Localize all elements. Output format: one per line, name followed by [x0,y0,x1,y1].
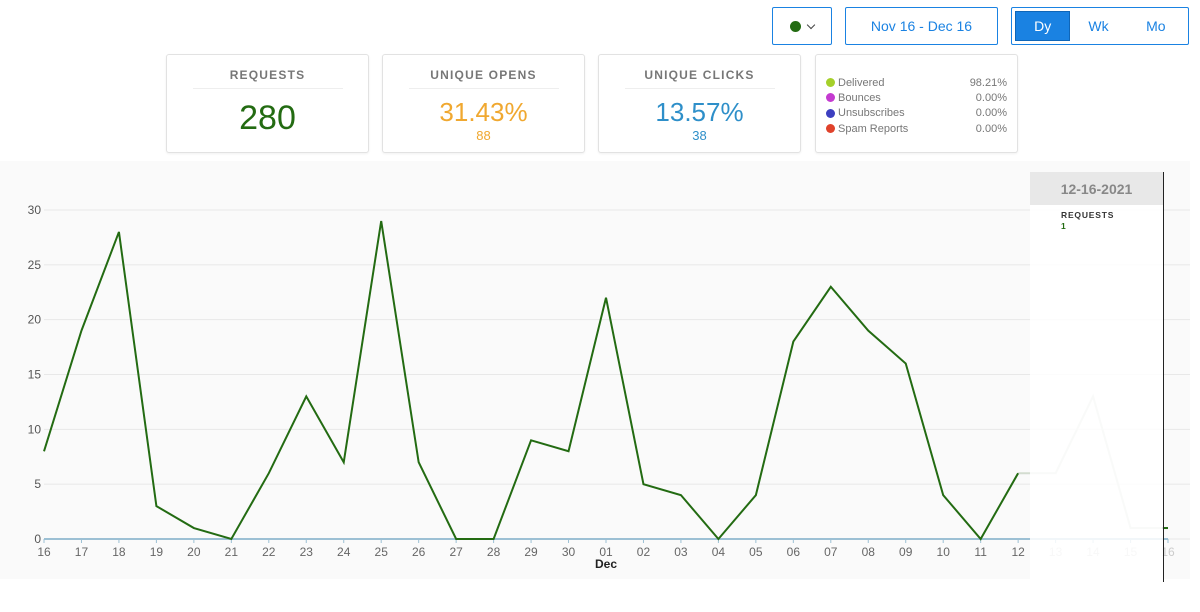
x-tick-label: 09 [899,545,913,559]
hover-tooltip: 12-16-2021 REQUESTS 1 [1030,172,1164,582]
x-tick-label: 07 [824,545,838,559]
x-tick-label: 16 [1161,545,1175,559]
x-tick-label: 30 [562,545,576,559]
series-line [43,220,1020,541]
tooltip-metric: REQUESTS [1061,210,1115,220]
tooltip-value: 1 [1061,221,1066,231]
x-tick-label: 05 [749,545,763,559]
period-day-button[interactable]: Dy [1015,11,1071,41]
unique-opens-count: 88 [476,128,491,143]
x-tick-label: 20 [187,545,201,559]
unsubscribes-dot-icon [826,108,835,118]
x-tick-label: 02 [637,545,651,559]
requests-chart[interactable]: 0 5 10 15 20 25 30 16 17 18 19 20 21 22 23 24 25 26 27 28 29… [0,161,1190,579]
period-week-button[interactable]: Wk [1088,18,1109,34]
x-tick-label: 01 [599,545,613,559]
x-tick-label: 25 [375,545,389,559]
legend-spam-reports: Spam Reports 0.00% [826,121,1007,136]
period-month-button[interactable]: Mo [1146,18,1166,34]
x-tick-label: 12 [1011,545,1025,559]
unique-opens-label: UNIQUE OPENS [430,68,537,82]
x-tick-label: 04 [712,545,726,559]
spam-reports-dot-icon [826,124,835,134]
y-tick-label: 10 [28,422,42,436]
x-tick-label: 21 [225,545,239,559]
legend-unsubscribes: Unsubscribes 0.00% [826,106,1007,121]
chevron-down-icon [806,20,816,29]
requests-label: REQUESTS [229,68,306,82]
unique-clicks-card: UNIQUE CLICKS 13.57% 38 [598,54,801,153]
color-dot-icon [790,20,801,32]
requests-card: REQUESTS 280 [166,54,369,153]
unique-clicks-count: 38 [692,128,707,143]
unique-clicks-label: UNIQUE CLICKS [644,68,755,82]
x-tick-label: 28 [487,545,501,559]
x-tick-label: 10 [937,545,951,559]
requests-value: 280 [239,99,296,137]
x-tick-label: 23 [300,545,314,559]
color-dropdown[interactable] [772,7,832,45]
y-tick-label: 5 [34,477,41,491]
x-tick-label: 27 [449,545,463,559]
x-tick-label: 24 [337,545,351,559]
unique-clicks-rate: 13.57% [655,97,744,127]
x-tick-label: 08 [862,545,876,559]
x-tick-label: 19 [150,545,164,559]
date-range-picker[interactable]: Nov 16 - Dec 16 [845,7,998,45]
y-tick-label: 0 [34,532,41,546]
tooltip-date: 12-16-2021 [1030,172,1163,205]
x-tick-label: 17 [75,545,89,559]
y-tick-label: 15 [28,368,42,382]
y-tick-label: 25 [28,258,42,272]
x-month-label: Dec [595,557,617,571]
x-tick-label: 03 [674,545,688,559]
x-tick-label: 18 [112,545,126,559]
x-tick-label: 16 [37,545,51,559]
status-legend-card: Delivered 98.21% Bounces 0.00% Unsubscri… [815,54,1018,153]
y-tick-label: 20 [28,313,42,327]
legend-delivered: Delivered 98.21% [826,75,1007,90]
x-tick-label: 06 [787,545,801,559]
y-tick-label: 30 [28,203,42,217]
x-tick-label: 11 [974,545,987,559]
delivered-dot-icon [826,78,835,88]
unique-opens-rate: 31.43% [439,97,528,127]
unique-opens-card: UNIQUE OPENS 31.43% 88 [382,54,585,153]
x-tick-label: 26 [412,545,426,559]
x-tick-label: 22 [262,545,276,559]
period-toggle: Dy Wk Mo [1011,7,1189,45]
x-tick-label: 29 [524,545,538,559]
bounces-dot-icon [826,93,835,103]
legend-bounces: Bounces 0.00% [826,90,1007,105]
